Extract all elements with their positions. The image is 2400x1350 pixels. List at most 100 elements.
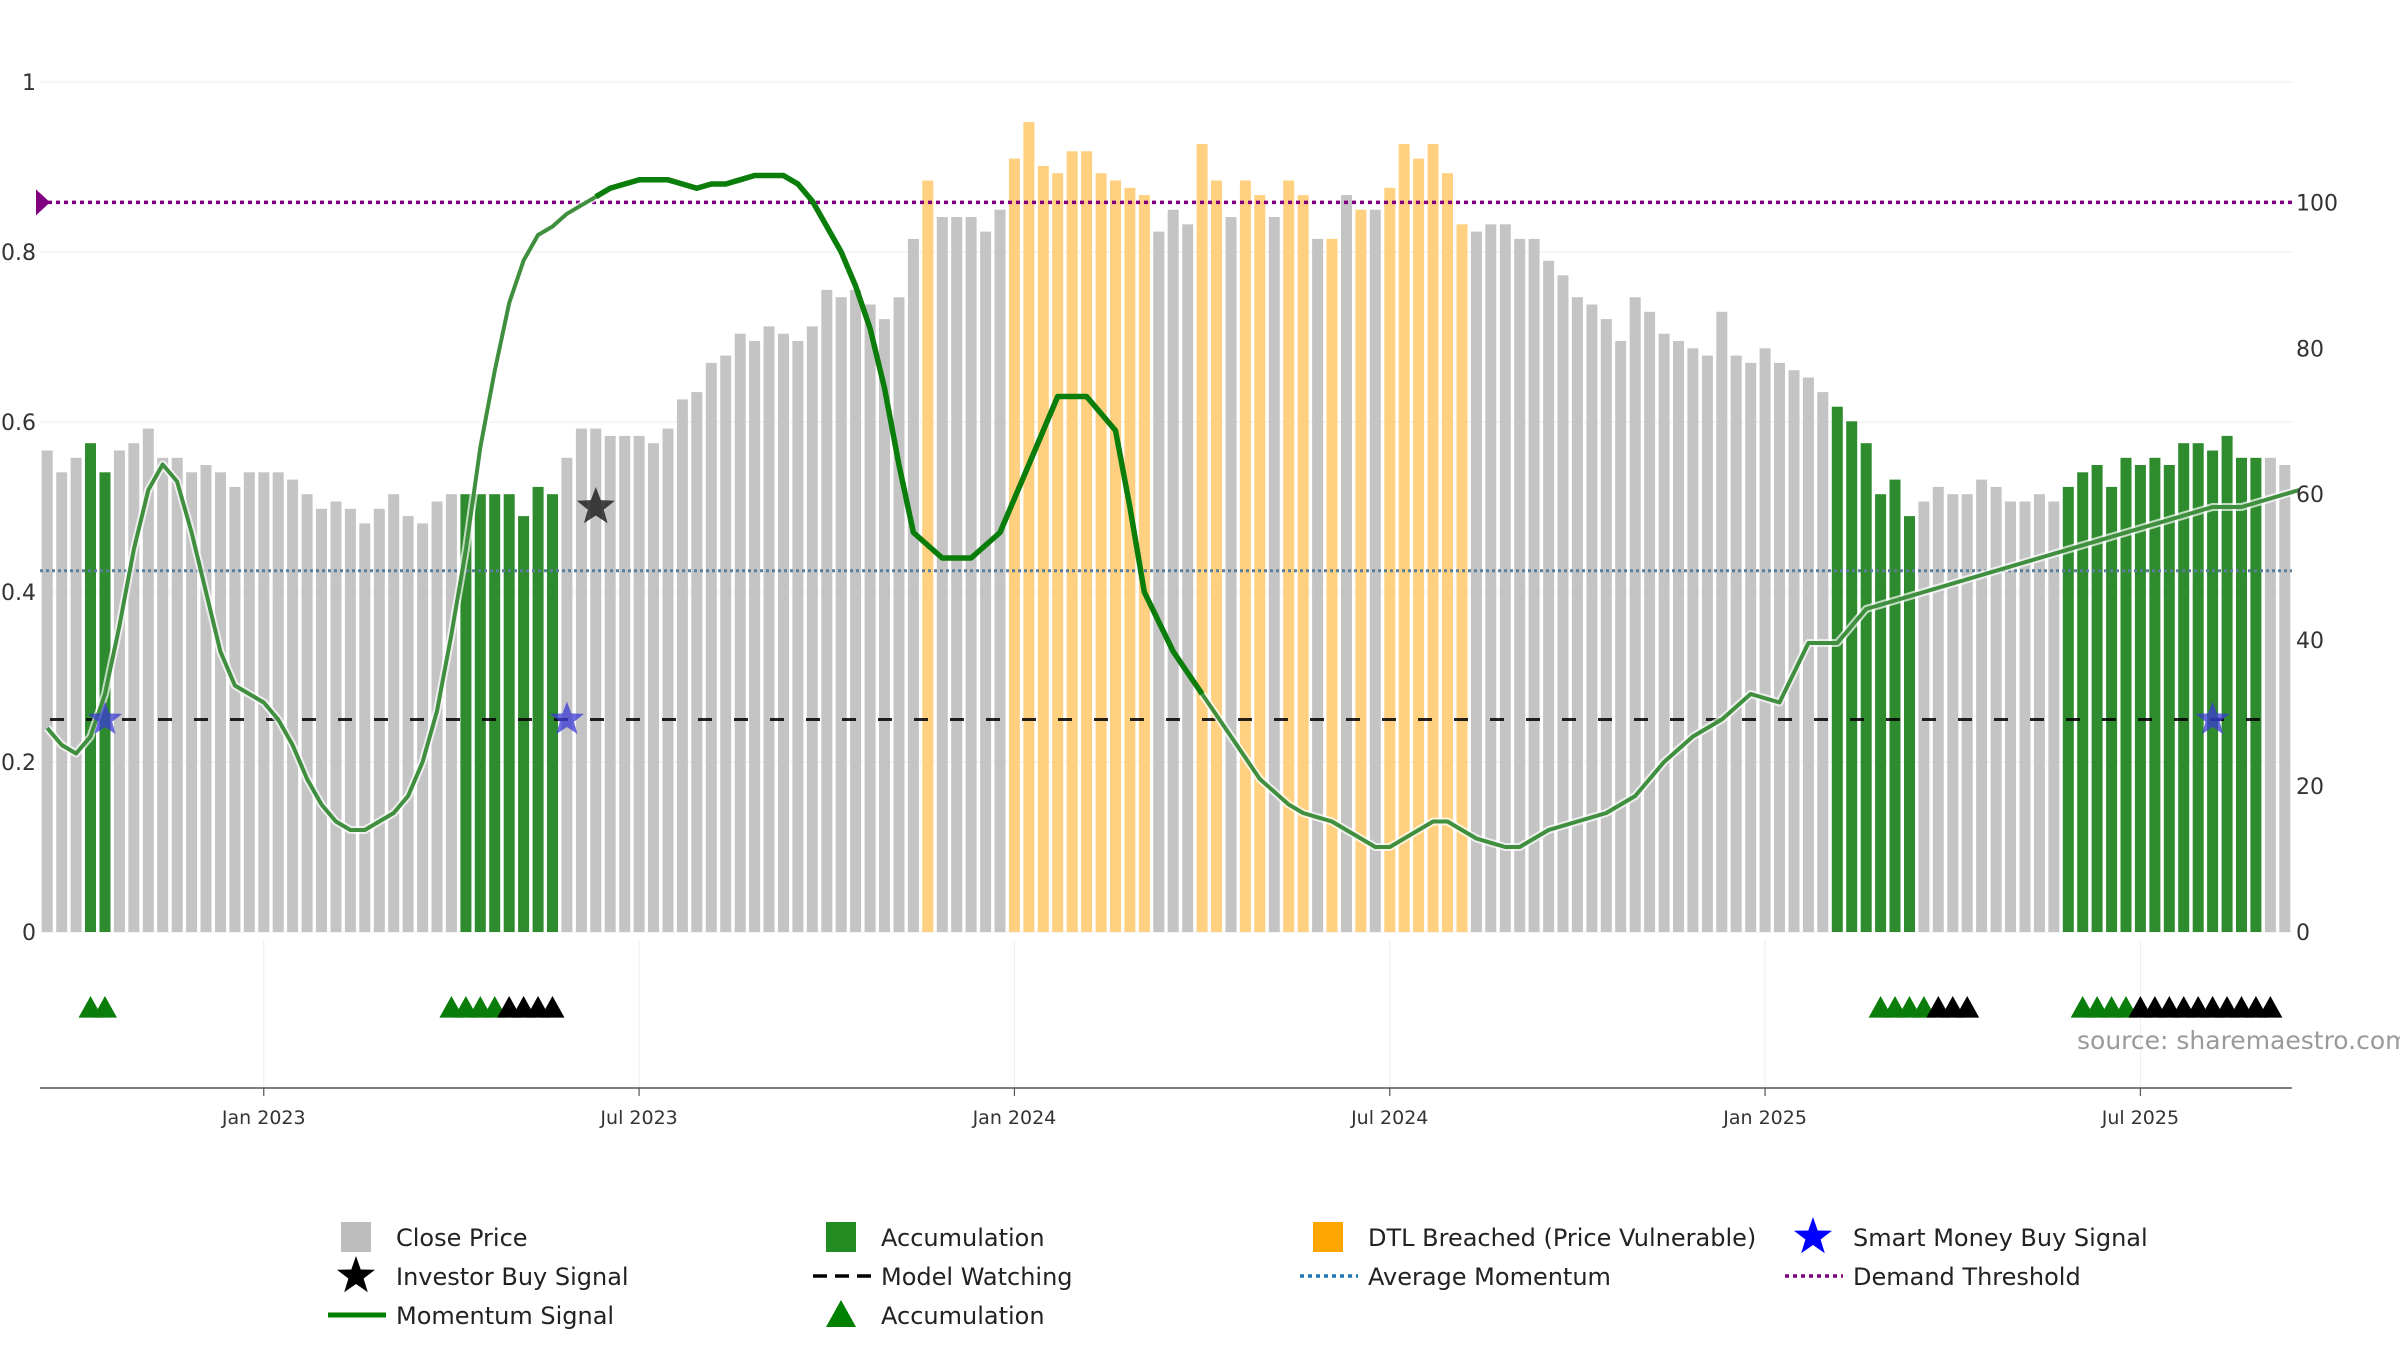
close-price-bar (301, 494, 313, 932)
close-price-bar (1225, 217, 1237, 932)
accumulation-bar (518, 516, 530, 932)
dtl-breached-bar (1095, 173, 1107, 932)
dtl-breached-bar (1023, 122, 1035, 933)
legend-item: Investor Buy Signal (337, 1256, 629, 1293)
legend-item: Average Momentum (1300, 1263, 1611, 1291)
close-price-bar (806, 326, 818, 932)
close-price-bar (2264, 457, 2276, 932)
accumulation-triangle-black (2258, 996, 2283, 1018)
close-price-bar (604, 435, 616, 932)
close-price-bar (1947, 494, 1959, 932)
accumulation-bar (1889, 479, 1901, 932)
close-price-bar (171, 457, 183, 932)
accumulation-triangle-black (540, 996, 565, 1018)
close-price-bar (1673, 341, 1684, 932)
x-axis-tick-label: Jan 2025 (1722, 1107, 1807, 1129)
legend-label: Average Momentum (1368, 1263, 1611, 1291)
close-price-bar (1644, 311, 1656, 932)
legend-triangle (826, 1300, 856, 1327)
x-axis-tick-label: Jan 2023 (221, 1107, 306, 1129)
close-price-bar (1499, 224, 1511, 933)
dtl-breached-bar (1442, 173, 1453, 932)
left-axis-tick-label: 0 (22, 921, 36, 946)
close-price-bar (2279, 465, 2291, 932)
close-price-bar (936, 217, 948, 932)
close-price-bar (561, 457, 573, 932)
close-price-bar (965, 217, 977, 932)
close-price-bar (1615, 341, 1627, 932)
x-axis-tick-label: Jul 2024 (1350, 1107, 1428, 1129)
left-axis-tick-label: 0.6 (1, 411, 36, 436)
accumulation-bar (2221, 435, 2233, 932)
grid-layer (40, 81, 2292, 1088)
close-price-bar (734, 333, 746, 932)
accumulation-bar (2192, 443, 2204, 932)
close-price-bar (1153, 231, 1165, 933)
left-axis-tick-label: 1 (22, 71, 36, 96)
accumulation-bar (1875, 494, 1887, 932)
close-price-bar (1730, 355, 1742, 933)
legend-star (1794, 1217, 1832, 1254)
smart-money-buy-star (2195, 701, 2230, 735)
close-price-bar (1802, 377, 1814, 932)
accumulation-bar (1831, 406, 1843, 932)
legend-item: Model Watching (813, 1263, 1073, 1291)
close-price-bar (1182, 224, 1194, 933)
close-price-bar (821, 289, 833, 932)
close-price-bar (1312, 238, 1324, 932)
accumulation-bar (2149, 457, 2161, 932)
legend-item: DTL Breached (Price Vulnerable) (1313, 1222, 1756, 1252)
dtl-breached-bar (1037, 165, 1049, 932)
close-price-bar (1485, 224, 1497, 933)
close-price-bar (287, 479, 299, 932)
close-price-bar (705, 362, 717, 932)
close-price-bar (1716, 311, 1728, 932)
legend-label: Momentum Signal (396, 1302, 614, 1330)
close-price-bar (1932, 486, 1944, 932)
close-price-bar (850, 289, 862, 932)
momentum-signal-line (45, 195, 597, 832)
close-price-bar (1701, 355, 1713, 933)
dtl-breached-bar (1283, 180, 1295, 932)
accumulation-bar (2178, 443, 2190, 932)
close-price-bar (691, 392, 703, 933)
dtl-breached-bar (1124, 187, 1136, 933)
close-price-bar (619, 435, 631, 932)
close-price-bar (1571, 297, 1583, 932)
close-price-bar (648, 443, 659, 932)
dtl-breached-bar (1384, 187, 1396, 933)
legend: Close Price Accumulation DTL Breached (Pri… (328, 1217, 2148, 1330)
legend-label: Investor Buy Signal (396, 1263, 629, 1291)
close-price-bar (128, 443, 140, 932)
smart-money-buy-star (87, 701, 123, 735)
close-price-bar (1918, 501, 1930, 932)
lines-layer (36, 172, 2301, 851)
close-price-bar (402, 516, 414, 932)
dtl-breached-bar (1138, 195, 1150, 933)
accumulation-bar (2134, 465, 2146, 932)
close-price-bar (980, 231, 992, 933)
legend-item: Close Price (341, 1222, 528, 1252)
smart-money-buy-star (549, 701, 584, 735)
legend-item: Accumulation (826, 1300, 1045, 1330)
dtl-breached-bar (1066, 151, 1078, 933)
legend-swatch (1313, 1222, 1343, 1252)
x-axis-tick-label: Jan 2024 (972, 1107, 1057, 1129)
dtl-breached-bar (1398, 144, 1410, 932)
right-axis-tick-label: 0 (2296, 921, 2310, 946)
accumulation-bar (85, 443, 96, 932)
axes-layer: 0 0.2 0.4 0.6 0.8 1 0 20 40 60 80 100 Jan 2023 Jul 20… (1, 71, 2338, 1129)
close-price-bar (907, 238, 919, 932)
close-price-bar (157, 457, 169, 932)
accumulation-triangle-black (1955, 996, 1980, 1018)
close-price-bar (1600, 319, 1612, 933)
legend-item: Accumulation (826, 1222, 1045, 1252)
close-price-bar (1774, 362, 1785, 932)
dtl-breached-bar (1196, 144, 1208, 932)
close-price-bar (388, 494, 400, 932)
close-price-bar (893, 297, 905, 932)
close-price-bar (1658, 333, 1670, 932)
investor-buy-star (576, 487, 615, 524)
close-price-bar (417, 523, 429, 932)
x-axis-tick-label: Jul 2025 (2101, 1107, 2179, 1129)
